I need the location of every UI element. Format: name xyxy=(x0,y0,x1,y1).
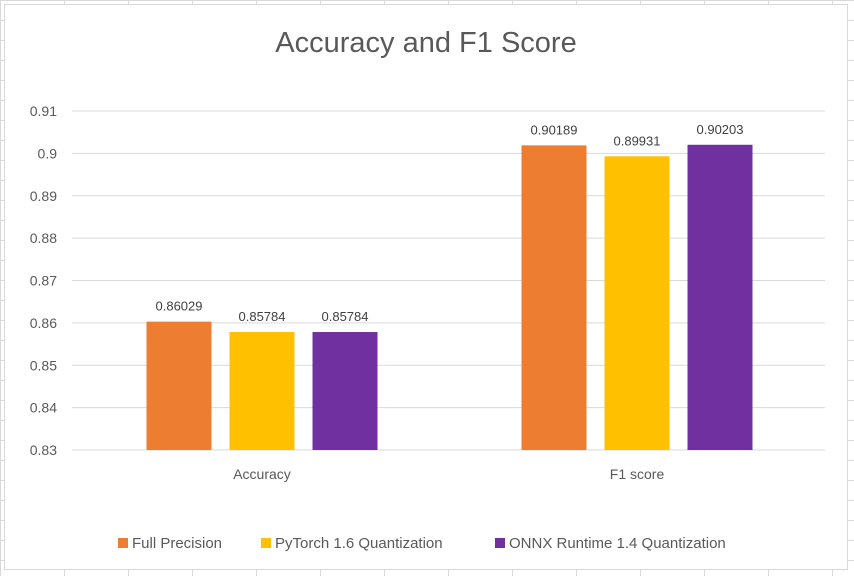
y-tick-label: 0.85 xyxy=(30,357,57,373)
y-tick-label: 0.88 xyxy=(30,230,57,246)
y-tick-label: 0.83 xyxy=(30,442,57,458)
data-label: 0.86029 xyxy=(156,299,203,314)
data-label: 0.85784 xyxy=(239,309,286,324)
legend-label: Full Precision xyxy=(132,535,222,552)
legend: Full Precision PyTorch 1.6 Quantization ON… xyxy=(118,535,726,552)
legend-swatch xyxy=(495,538,505,548)
bar[interactable] xyxy=(687,144,753,450)
x-axis-categories: Accuracy F1 score xyxy=(233,466,664,482)
x-category-label: F1 score xyxy=(610,466,665,482)
data-label: 0.85784 xyxy=(322,309,369,324)
data-label: 0.90203 xyxy=(697,122,744,137)
y-tick-label: 0.89 xyxy=(30,188,57,204)
x-category-label: Accuracy xyxy=(233,466,291,482)
bar[interactable] xyxy=(521,145,587,450)
y-tick-label: 0.9 xyxy=(38,145,58,161)
bar[interactable] xyxy=(146,321,212,450)
bar[interactable] xyxy=(312,332,378,450)
y-tick-label: 0.86 xyxy=(30,315,57,331)
legend-label: ONNX Runtime 1.4 Quantization xyxy=(509,535,726,552)
y-tick-label: 0.84 xyxy=(30,400,57,416)
y-tick-label: 0.87 xyxy=(30,273,57,289)
data-labels: 0.86029 0.90189 0.85784 0.89931 0.85784 0.902… xyxy=(156,122,744,324)
legend-label: PyTorch 1.6 Quantization xyxy=(275,535,443,552)
chart-title: Accuracy and F1 Score xyxy=(275,27,576,59)
data-label: 0.90189 xyxy=(531,122,578,137)
y-axis-ticks: 0.83 0.84 0.85 0.86 0.87 0.88 0.89 0.9 0.91 xyxy=(30,103,57,458)
legend-swatch xyxy=(261,538,271,548)
y-tick-label: 0.91 xyxy=(30,103,57,119)
bar[interactable] xyxy=(604,156,670,450)
data-label: 0.89931 xyxy=(614,133,661,148)
bars xyxy=(146,144,753,450)
bar[interactable] xyxy=(229,332,295,450)
legend-swatch xyxy=(118,538,128,548)
